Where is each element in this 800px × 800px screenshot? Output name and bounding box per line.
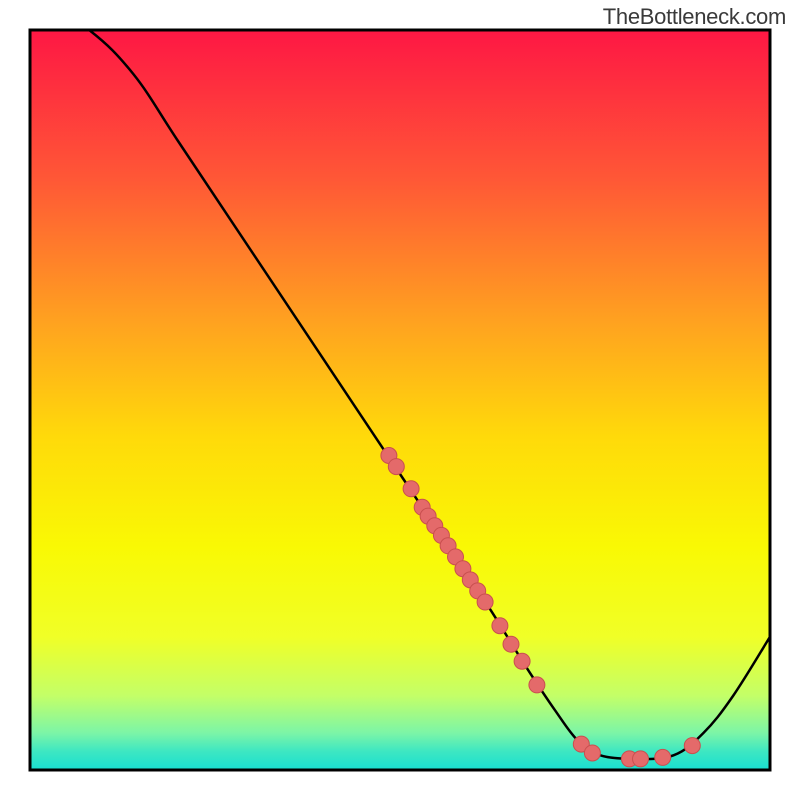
- data-marker: [514, 653, 530, 669]
- chart-container: TheBottleneck.com: [0, 0, 800, 800]
- data-marker: [403, 481, 419, 497]
- data-marker: [492, 618, 508, 634]
- bottleneck-chart: [0, 0, 800, 800]
- plot-background: [30, 30, 770, 770]
- data-marker: [655, 749, 671, 765]
- data-marker: [633, 751, 649, 767]
- attribution-text: TheBottleneck.com: [603, 4, 786, 30]
- data-marker: [529, 677, 545, 693]
- data-marker: [684, 738, 700, 754]
- data-marker: [477, 594, 493, 610]
- data-marker: [584, 745, 600, 761]
- data-marker: [388, 459, 404, 475]
- data-marker: [503, 636, 519, 652]
